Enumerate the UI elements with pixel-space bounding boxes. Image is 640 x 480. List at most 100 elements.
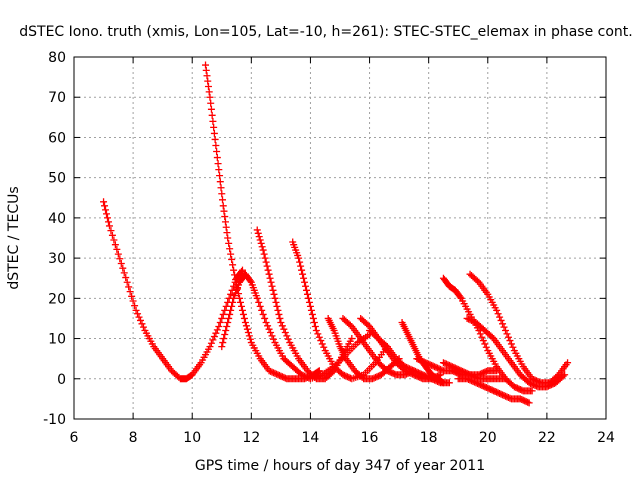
data-point-fill — [320, 343, 328, 351]
data-point — [132, 306, 140, 314]
data-point-fill — [302, 282, 310, 290]
data-point-fill — [494, 310, 502, 318]
data-point — [271, 294, 279, 302]
data-point-fill — [225, 314, 233, 322]
data-point-fill — [137, 316, 144, 324]
data-point-fill — [220, 207, 228, 215]
data-point-fill — [218, 190, 226, 198]
data-point-fill — [110, 236, 118, 244]
data-point-fill — [209, 336, 217, 344]
data-point-fill — [283, 332, 291, 340]
data-series — [100, 61, 572, 407]
data-point-fill — [131, 302, 139, 310]
data-point-fill — [228, 255, 236, 263]
data-point-fill — [113, 245, 121, 253]
data-point-fill — [278, 322, 286, 330]
x-tick-label: 20 — [479, 430, 497, 446]
data-point-fill — [213, 154, 221, 162]
data-point-fill — [232, 276, 240, 284]
data-point-fill — [205, 88, 213, 96]
data-point-fill — [299, 270, 307, 278]
data-point — [301, 278, 309, 286]
data-point — [224, 318, 232, 326]
x-axis-label: GPS time / hours of day 347 of year 2011 — [195, 458, 485, 474]
data-point-fill — [207, 105, 215, 113]
data-point-fill — [108, 231, 116, 239]
data-point-fill — [273, 302, 281, 310]
data-point-fill — [122, 274, 130, 282]
data-point-fill — [280, 325, 288, 333]
data-point-fill — [218, 314, 226, 322]
y-tick-label: 60 — [48, 130, 66, 146]
data-point-fill — [120, 269, 128, 277]
data-point-fill — [503, 330, 511, 338]
data-point-fill — [504, 333, 512, 341]
data-point-fill — [223, 229, 231, 237]
y-tick-label: 70 — [48, 90, 66, 106]
data-point-fill — [236, 298, 244, 306]
data-point-fill — [246, 335, 254, 343]
data-point-fill — [524, 398, 532, 406]
data-point-fill — [226, 310, 234, 318]
data-point-fill — [264, 322, 272, 330]
y-tick-label: 40 — [48, 211, 66, 227]
data-point-fill — [245, 332, 253, 340]
data-point-fill — [497, 316, 505, 324]
data-point-fill — [207, 339, 215, 347]
data-point — [439, 379, 447, 387]
data-point-fill — [258, 306, 266, 314]
data-point-fill — [203, 72, 211, 80]
data-point-fill — [272, 298, 280, 306]
data-point — [105, 222, 113, 230]
data-point-fill — [209, 117, 217, 125]
data-point-fill — [274, 306, 282, 314]
data-point-fill — [329, 368, 337, 376]
data-point-fill — [129, 297, 137, 305]
data-point-fill — [227, 290, 235, 298]
data-point-fill — [314, 330, 322, 338]
data-point-fill — [219, 339, 227, 347]
data-point-fill — [254, 229, 262, 237]
data-point-fill — [259, 310, 267, 318]
series-14 — [454, 375, 533, 407]
data-point-fill — [138, 320, 146, 328]
data-point — [218, 343, 226, 351]
series-4 — [253, 226, 356, 383]
data-point-fill — [119, 264, 127, 272]
data-point — [493, 306, 501, 314]
data-point-fill — [260, 250, 268, 258]
data-point-fill — [310, 318, 318, 326]
data-point — [253, 226, 261, 234]
y-tick-label: 80 — [48, 50, 66, 66]
data-point-fill — [507, 340, 515, 348]
data-point-fill — [257, 239, 265, 247]
data-point-fill — [220, 335, 228, 343]
data-point-fill — [219, 196, 227, 204]
data-point-fill — [317, 337, 325, 345]
data-point-fill — [204, 77, 212, 85]
y-tick-label: 50 — [48, 171, 66, 187]
data-point-fill — [102, 206, 110, 214]
data-point-fill — [212, 141, 220, 149]
data-point-fill — [237, 268, 245, 276]
data-point-fill — [500, 323, 508, 331]
data-point — [219, 202, 227, 210]
data-point — [502, 327, 510, 335]
data-point-fill — [263, 262, 271, 270]
data-point — [215, 166, 223, 174]
data-point — [348, 335, 356, 343]
data-point-fill — [307, 306, 315, 314]
data-point — [445, 379, 453, 387]
data-point-fill — [207, 99, 215, 107]
data-point-fill — [315, 333, 323, 341]
y-tick-label: 0 — [57, 372, 66, 388]
data-point-fill — [262, 258, 270, 266]
data-point-fill — [297, 262, 305, 270]
x-tick-label: 10 — [183, 430, 201, 446]
data-point-fill — [237, 302, 245, 310]
data-point — [230, 266, 238, 274]
data-point — [253, 294, 261, 302]
series-10 — [398, 318, 447, 387]
data-point-fill — [270, 335, 277, 343]
data-point-fill — [267, 329, 275, 337]
